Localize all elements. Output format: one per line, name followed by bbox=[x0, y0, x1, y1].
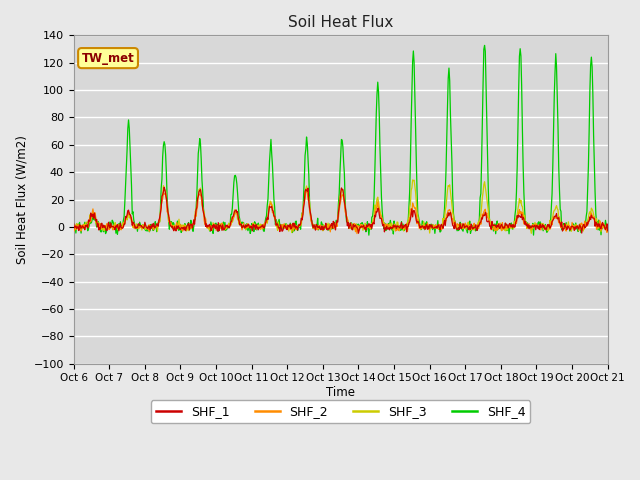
Line: SHF_3: SHF_3 bbox=[74, 180, 608, 233]
SHF_1 bbox=[333, 218, 341, 224]
SHF_1 bbox=[604, 228, 612, 234]
SHF_2 bbox=[604, 227, 612, 233]
Line: SHF_2: SHF_2 bbox=[74, 189, 608, 234]
Line: SHF_1: SHF_1 bbox=[74, 187, 608, 233]
SHF_2 bbox=[386, 226, 394, 231]
SHF_1 bbox=[188, 222, 195, 228]
SHF_3 bbox=[384, 226, 392, 231]
SHF_2 bbox=[302, 186, 310, 192]
SHF_4 bbox=[438, 226, 445, 231]
SHF_4 bbox=[210, 224, 218, 229]
SHF_4 bbox=[556, 206, 564, 212]
Title: Soil Heat Flux: Soil Heat Flux bbox=[288, 15, 394, 30]
SHF_3 bbox=[438, 226, 445, 231]
Legend: SHF_1, SHF_2, SHF_3, SHF_4: SHF_1, SHF_2, SHF_3, SHF_4 bbox=[151, 400, 531, 423]
SHF_4 bbox=[604, 223, 612, 229]
Line: SHF_4: SHF_4 bbox=[74, 46, 608, 235]
SHF_1 bbox=[70, 220, 77, 226]
SHF_1 bbox=[211, 224, 218, 229]
SHF_4 bbox=[187, 217, 195, 223]
SHF_1 bbox=[438, 224, 446, 229]
SHF_2 bbox=[556, 222, 564, 228]
SHF_3 bbox=[556, 219, 564, 225]
SHF_3 bbox=[70, 223, 77, 229]
SHF_3 bbox=[527, 230, 535, 236]
SHF_3 bbox=[210, 224, 218, 229]
SHF_2 bbox=[353, 231, 361, 237]
SHF_2 bbox=[210, 221, 218, 227]
SHF_1 bbox=[386, 227, 394, 233]
SHF_1 bbox=[160, 184, 168, 190]
SHF_1 bbox=[556, 220, 564, 226]
SHF_2 bbox=[70, 225, 77, 231]
SHF_3 bbox=[187, 224, 195, 229]
SHF_3 bbox=[604, 223, 612, 228]
SHF_3 bbox=[409, 177, 417, 183]
X-axis label: Time: Time bbox=[326, 386, 355, 399]
SHF_4 bbox=[385, 220, 393, 226]
SHF_1 bbox=[355, 230, 362, 236]
SHF_4 bbox=[332, 217, 340, 223]
Y-axis label: Soil Heat Flux (W/m2): Soil Heat Flux (W/m2) bbox=[15, 135, 28, 264]
SHF_4 bbox=[365, 232, 372, 238]
SHF_4 bbox=[481, 43, 488, 48]
SHF_3 bbox=[332, 222, 340, 228]
SHF_4 bbox=[70, 224, 77, 229]
SHF_2 bbox=[438, 225, 446, 231]
SHF_2 bbox=[187, 226, 195, 231]
Text: TW_met: TW_met bbox=[82, 52, 134, 65]
SHF_2 bbox=[333, 224, 341, 229]
